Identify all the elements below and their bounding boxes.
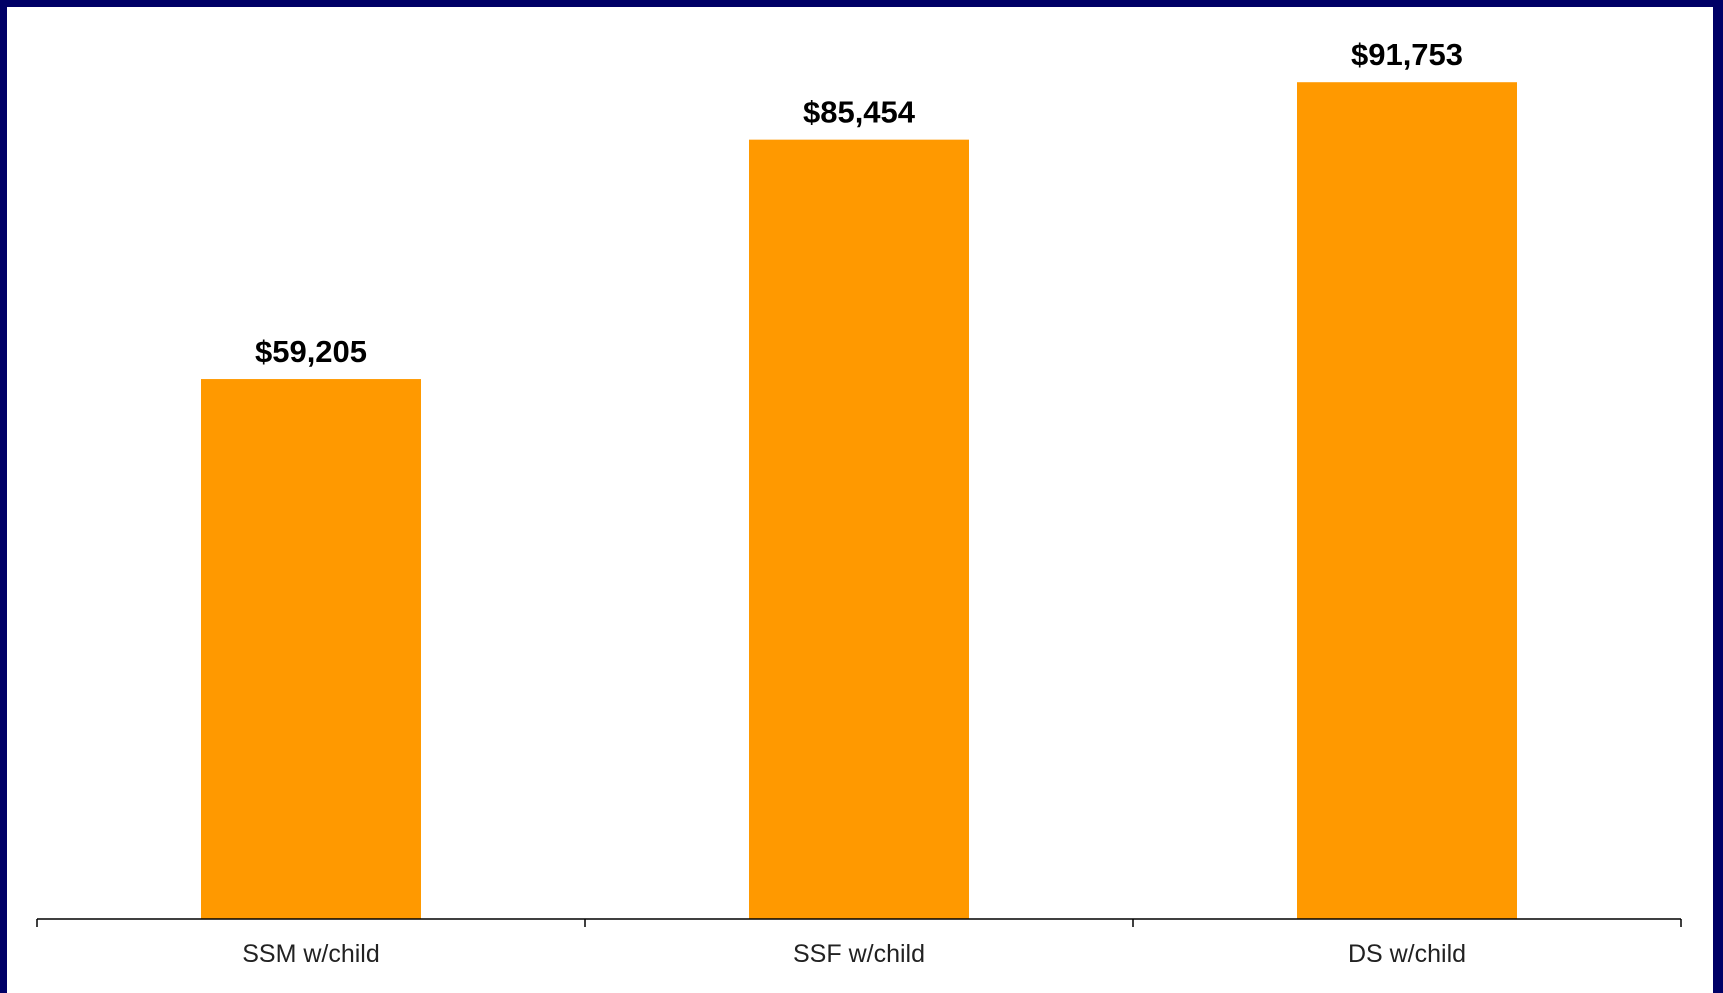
- bar-value-label-2: $85,454: [803, 95, 916, 130]
- bars-group: [201, 82, 1517, 919]
- x-tick-label-2: SSF w/child: [793, 940, 925, 968]
- chart-panel: $59,205 $85,454 $91,753 SSM w/child SSF w/c…: [7, 7, 1713, 993]
- category-labels-group: SSM w/child SSF w/child DS w/child: [242, 940, 1466, 968]
- x-axis: [36, 918, 1682, 927]
- x-tick-label-1: SSM w/child: [242, 940, 380, 968]
- bar-3: [1297, 82, 1517, 919]
- bar-1: [201, 379, 421, 919]
- bar-value-label-1: $59,205: [255, 334, 367, 369]
- bar-2: [749, 139, 969, 919]
- value-labels-group: $59,205 $85,454 $91,753: [255, 37, 1463, 369]
- bar-value-label-3: $91,753: [1351, 37, 1463, 72]
- x-tick-label-3: DS w/child: [1348, 940, 1466, 968]
- bar-chart: $59,205 $85,454 $91,753 SSM w/child SSF w/c…: [36, 37, 1682, 968]
